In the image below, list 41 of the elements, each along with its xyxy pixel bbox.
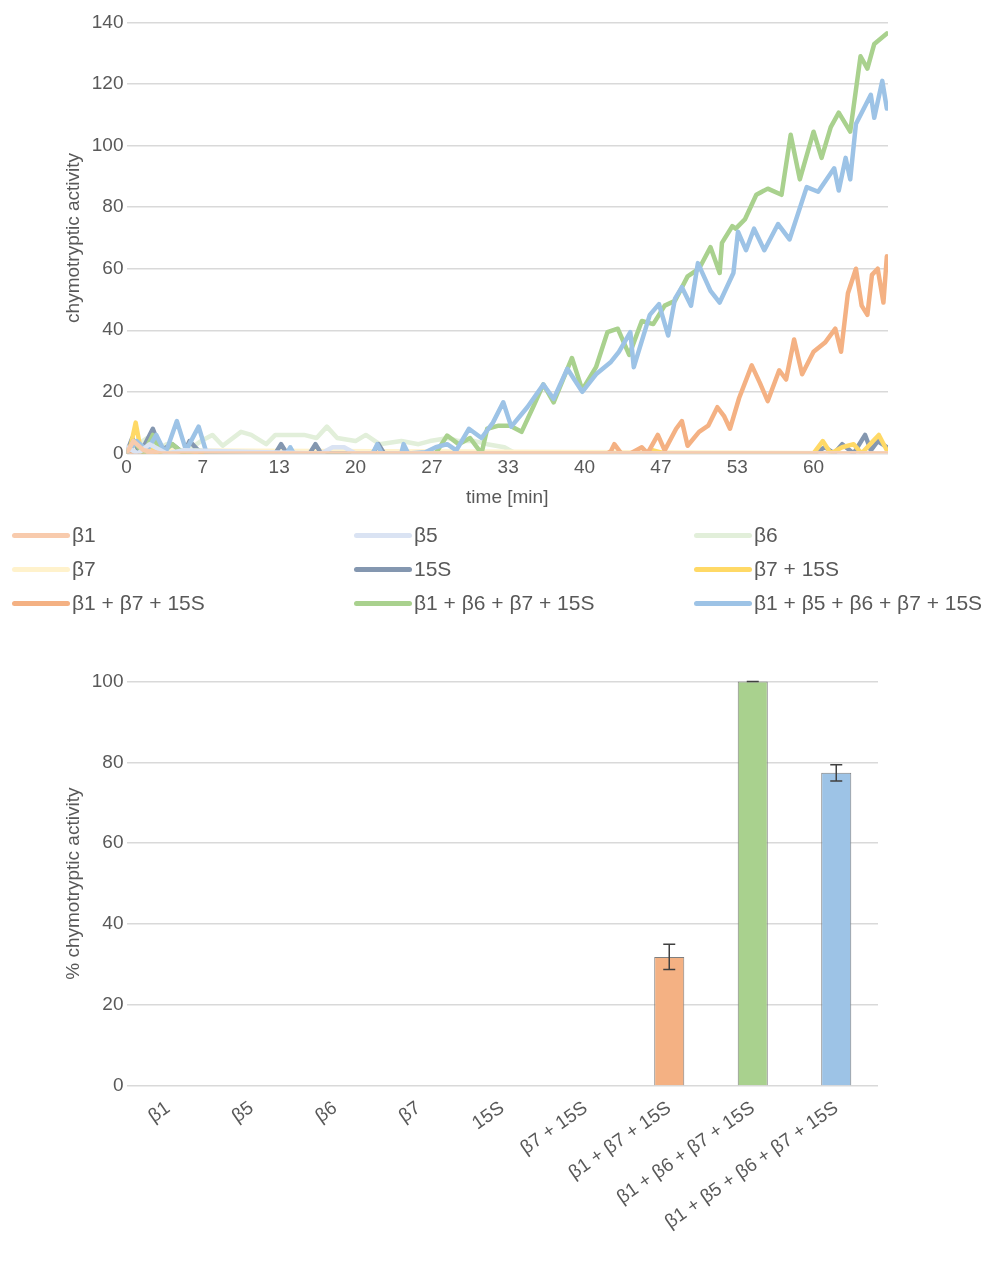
x-tick-label: 53 xyxy=(726,456,748,478)
y-tick-label: 100 xyxy=(91,669,124,691)
x-tick-label: 13 xyxy=(268,456,290,478)
y-tick-label: 40 xyxy=(102,912,124,934)
legend-label: β1 + β5 + β6 + β7 + 15S xyxy=(754,591,983,615)
legend-label: β5 xyxy=(414,523,438,547)
y-tick-label: 80 xyxy=(102,195,124,217)
x-tick-label: 33 xyxy=(497,456,519,478)
legend-label: β7 + 15S xyxy=(754,557,840,581)
x-tick-label: β6 xyxy=(310,1096,341,1127)
x-tick-label: β1 xyxy=(143,1096,174,1127)
legend-label: β7 xyxy=(72,557,96,581)
legend-label: β1 + β6 + β7 + 15S xyxy=(414,591,595,615)
y-tick-label: 80 xyxy=(102,750,124,772)
x-axis-title: time [min] xyxy=(466,485,549,507)
x-tick-label: 20 xyxy=(344,456,367,478)
x-tick-label: 40 xyxy=(573,456,596,478)
y-axis-title: chymotryptic activity xyxy=(61,152,83,323)
y-tick-label: 40 xyxy=(102,318,124,340)
legend-label: β1 + β7 + 15S xyxy=(72,591,205,615)
y-tick-label: 0 xyxy=(112,1074,124,1096)
x-tick-label: 7 xyxy=(197,456,209,478)
legend-label: β6 xyxy=(754,523,778,547)
y-tick-label: 60 xyxy=(102,831,124,853)
x-tick-label: β7 + 15S xyxy=(516,1096,592,1158)
y-tick-label: 60 xyxy=(102,256,124,278)
legend-label: 15S xyxy=(414,557,452,581)
legend-label: β1 xyxy=(72,523,96,547)
y-tick-label: 0 xyxy=(112,441,124,463)
x-tick-label: β7 xyxy=(394,1096,425,1127)
x-tick-label: 47 xyxy=(650,456,672,478)
y-tick-label: 140 xyxy=(91,10,124,32)
x-tick-label: β5 xyxy=(227,1096,258,1127)
y-tick-label: 100 xyxy=(91,133,124,155)
y-tick-label: 20 xyxy=(102,993,124,1015)
x-tick-label: 15S xyxy=(467,1096,508,1134)
x-tick-label: 60 xyxy=(803,456,825,478)
y-tick-label: 20 xyxy=(102,380,124,402)
y-tick-label: 120 xyxy=(91,72,124,94)
y-axis-title: % chymotryptic activity xyxy=(61,787,83,980)
x-tick-label: 27 xyxy=(421,456,443,478)
